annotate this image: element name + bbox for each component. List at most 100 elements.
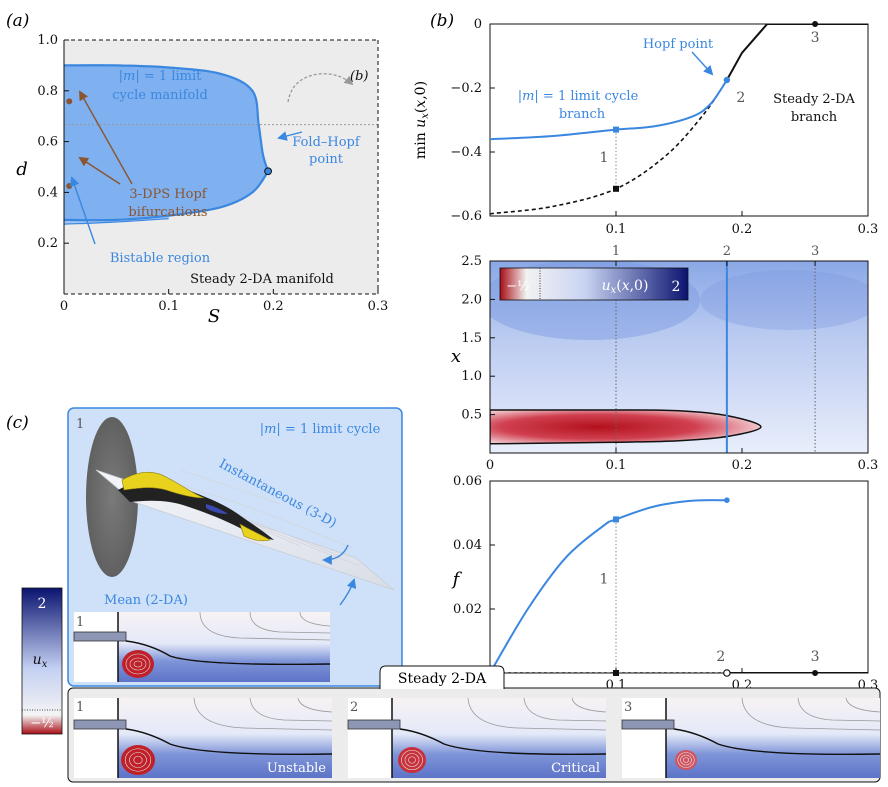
steady-frame-recirculation [398,747,426,773]
manifold-upper-boundary [64,64,270,172]
panel-c-colorbar-min: −½ [30,716,54,731]
panel-a-label: (a) [6,11,29,31]
limit-cycle-branch-annotation-line1: |m| = 1 limit cycle [518,89,639,104]
freq-marker-1 [613,516,619,523]
iso-frame-number: 1 [76,417,84,432]
steady-branch-annotation-line2: branch [791,110,838,125]
steady-frame-2: 2 Critical [347,697,607,778]
steady-frame-caption: Unstable [267,761,326,776]
panel-b-top-xtick-label: 0.3 [858,222,879,237]
panel-b-bottom-ytick-label: 0.06 [453,474,482,489]
steady-frame-field [666,698,880,778]
panel-a-ticks: 0.1 0.2 0.3 0 0.2 0.4 0.6 0.8 1.0 [37,33,388,314]
swirler-disc [86,417,138,577]
panel-b-top-xtick-label: 0.2 [732,222,753,237]
steady-branch-annotation-line1: Steady 2-DA [773,92,855,107]
link-to-b-label: (b) [350,69,368,84]
steady-frame-streamlines [193,697,333,731]
limit-cycle-box-title: |m| = 1 limit cycle [260,422,381,437]
bistable-annotation: Bistable region [110,251,211,266]
steady-frame-separatrix [399,728,607,755]
panel-b-heatmap-xtick-label: 0.1 [606,458,627,473]
panel-b-heatmap-toptick-label: 3 [811,244,819,259]
panel-b-bottom-ylabel: f [451,569,463,590]
hopf-annotation-line2: bifurcations [128,205,207,220]
freq-end-marker [724,497,730,504]
steady-2da-tab [379,665,505,689]
mean-frame-separatrix [125,640,331,666]
steady-frame-recirculation [121,745,155,775]
panel-b-top-markers: 1 2 3 [600,21,820,192]
hopf-bifurcation-marker-lower [66,183,73,190]
panel-b-heatmap-xtick-label: 0 [486,458,494,473]
marker-3-steady [812,21,819,27]
mean-arrow [339,578,357,606]
steady-manifold-annotation: Steady 2-DA manifold [190,272,334,287]
limit-cycle-annotation-line1: |m| = 1 limit [119,69,202,84]
manifold-lower-boundary [64,170,270,222]
colorbar-min-label: −½ [506,279,530,294]
instantaneous-arrow [322,544,349,565]
limit-cycle-branch-annotation-line2: branch [559,107,606,122]
panel-a-ytick-label: 1.0 [37,33,58,48]
panel-b-bottom: 123 0.10.20.300.020.040.06 f S [451,474,879,712]
steady-frame-separatrix [125,728,333,755]
panel-b-heatmap-toptick-label: 2 [723,244,731,259]
panel-b-bottom-ticks: 0.10.20.300.020.040.06 [453,474,878,693]
isosurface-negative [206,504,228,514]
freq-marker-label-2: 2 [716,649,725,665]
panel-a-xtick-label: 0.1 [158,299,179,314]
hopf-arrow-upper [79,90,133,185]
mean-frame-nozzle [73,631,127,642]
bistable-arrow [69,176,96,245]
panel-b-heatmap: −½ ux(x,0) 2 0.1 0.2 0.3 0 1 2 3 0.5 1.0 1.5 2.0 2.… [451,244,879,473]
panel-b-top-ylabel: min ux(x,0) [413,81,431,159]
colorbar-max-label: 2 [672,279,681,295]
steady-frame-streamlines [467,697,607,731]
marker-2-hopf [723,76,731,84]
panel-b-heatmap-toptick-label: 1 [612,244,620,259]
steady-frames: 1 Unstable 2 Critical 3 [73,697,881,778]
fold-hopf-point-marker [264,167,273,176]
mean-label: Mean (2-DA) [104,593,188,608]
panel-a-ytick-label: 0.6 [37,135,58,150]
steady-frame-nozzle [621,719,675,730]
panel-b-heatmap-ytick-label: 1.5 [461,331,482,346]
panel-b-top-xtick-label: 0.1 [606,222,627,237]
panel-a-ylabel: d [16,159,28,180]
panel-b-top: (b) 1 2 3 0.1 0.2 0.3 0 −0.2 −0.4 −0.6 min ux(x,… [413,11,878,237]
steady-frame-caption: Critical [551,761,600,776]
panel-a-xtick-label: 0.3 [368,299,389,314]
panel-b-heatmap-xtick-label: 0.3 [858,458,879,473]
panel-b-heatmap-ytick-label: 1.0 [461,369,482,384]
marker-label-1: 1 [600,150,609,166]
mean-frame-field [118,612,330,682]
instantaneous-vortex-core [118,479,274,540]
mean-frame-streamlines [199,611,331,641]
panel-a: (a) 0.1 0.2 0.3 0 0.2 0.4 0.6 0.8 1.0 S d |m| = … [6,11,388,327]
freq-marker-label-3: 3 [811,649,820,665]
panel-b-top-ticks: 0.1 0.2 0.3 0 −0.2 −0.4 −0.6 [450,17,878,237]
hopf-bifurcation-marker-upper [66,98,73,105]
panel-c-colorbar-max: 2 [38,596,47,612]
fold-hopf-annotation-line1: Fold–Hopf [292,135,361,150]
hopf-point-arrow [691,51,714,76]
steady-frame-number: 2 [350,700,358,715]
panel-a-ytick-label: 0.2 [37,236,58,251]
marker-label-3: 3 [811,30,820,46]
panel-b-top-ytick-label: −0.4 [450,145,482,160]
panel-b-heatmap-ytick-label: 0.5 [461,408,482,423]
steady-frame-field [392,698,606,778]
mean-frame-number: 1 [76,615,84,630]
freq-marker-2 [723,669,731,677]
panel-a-xtick-label: 0.2 [263,299,284,314]
panel-a-xtick-label: 0 [60,299,68,314]
colorbar-quantity-label: ux(x,0) [602,278,649,296]
isosurface-positive-tail [239,523,271,542]
limit-cycle-branch [490,79,728,141]
heatmap-shade-right [700,270,868,330]
panel-b-heatmap-frame [489,260,869,454]
panel-b-heatmap-ytick-label: 2.5 [461,254,482,269]
mean-2da-frame: 1 [73,611,331,682]
